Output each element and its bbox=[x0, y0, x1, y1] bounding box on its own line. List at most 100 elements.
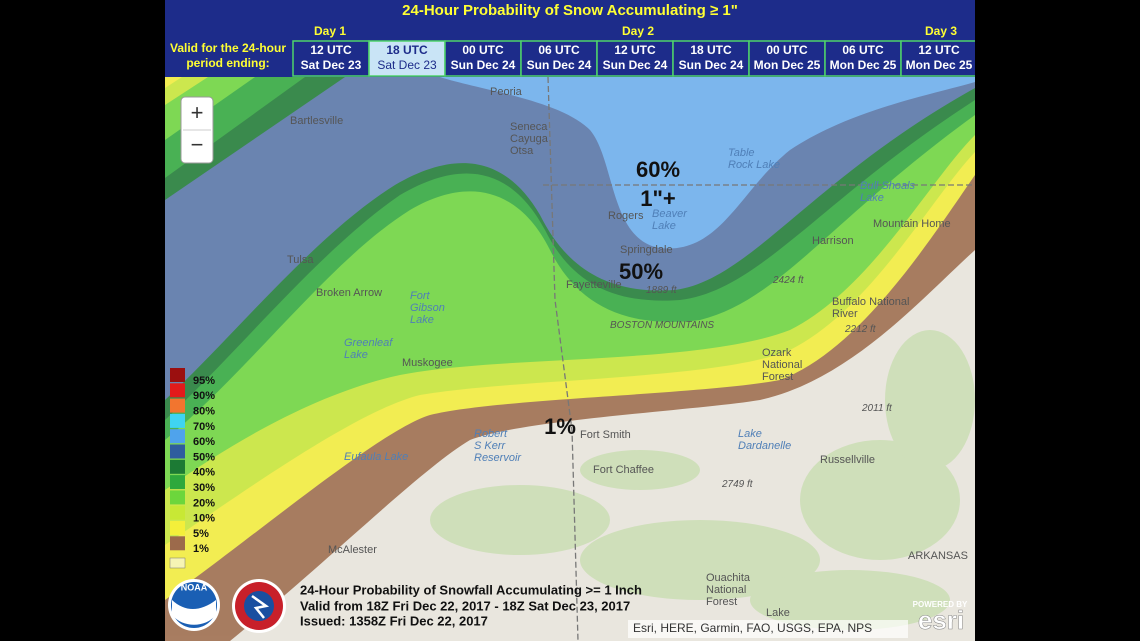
place-label: 2011 ft bbox=[861, 403, 893, 414]
place-label-line: McAlester bbox=[328, 544, 377, 556]
place-label: McAlester bbox=[328, 544, 377, 556]
state-lines bbox=[543, 77, 975, 641]
legend-swatch bbox=[170, 368, 185, 382]
legend-swatch bbox=[170, 536, 185, 551]
tab-time: 12 UTC bbox=[310, 43, 352, 57]
time-tab[interactable] bbox=[520, 40, 598, 77]
place-label: Tulsa bbox=[287, 254, 314, 266]
place-label-line: 2749 ft bbox=[721, 479, 754, 490]
place-label-line: Mountain Home bbox=[873, 218, 951, 230]
place-label-line: National bbox=[762, 359, 802, 371]
legend-swatch bbox=[170, 444, 185, 459]
legend-swatch bbox=[170, 383, 185, 398]
place-label: 2749 ft bbox=[721, 479, 754, 490]
legend-label: 5% bbox=[193, 528, 209, 540]
place-label: Table Rock Lake bbox=[728, 147, 780, 171]
place-label-line: Lake bbox=[344, 349, 368, 361]
day-label: Day 1 bbox=[314, 24, 346, 38]
tab-time: 12 UTC bbox=[614, 43, 656, 57]
place-label: BOSTON MOUNTAINS bbox=[610, 320, 714, 331]
zoom-out[interactable]: − bbox=[191, 132, 204, 157]
powered-by: POWERED BY bbox=[913, 600, 968, 609]
probability-bands bbox=[165, 77, 975, 641]
attribution: Esri, HERE, Garmin, FAO, USGS, EPA, NPS bbox=[633, 621, 872, 635]
letterbox bbox=[975, 0, 1140, 641]
legend-label: 95% bbox=[193, 375, 215, 387]
place-label: Broken Arrow bbox=[316, 287, 382, 299]
place-label-line: Rock Lake bbox=[728, 159, 780, 171]
footer-line: Valid from 18Z Fri Dec 22, 2017 - 18Z Sa… bbox=[300, 598, 630, 613]
place-label: Lake Dardanelle bbox=[738, 428, 791, 452]
place-label-line: Lake bbox=[766, 607, 790, 619]
footer-line: 24-Hour Probability of Snowfall Accumula… bbox=[300, 582, 642, 597]
place-label: 2424 ft bbox=[772, 275, 805, 286]
legend-swatch bbox=[170, 521, 185, 535]
place-label: Ozark National Forest bbox=[762, 347, 802, 383]
place-label: Buffalo National River bbox=[832, 296, 909, 320]
time-tab[interactable] bbox=[900, 40, 978, 77]
tab-date: Sun Dec 24 bbox=[527, 58, 592, 72]
place-label-line: River bbox=[832, 308, 858, 320]
place-label-line: ARKANSAS bbox=[908, 550, 968, 562]
noaa-text: NOAA bbox=[181, 582, 208, 592]
zoom-control: + − bbox=[180, 96, 214, 164]
time-tab[interactable] bbox=[672, 40, 750, 77]
time-tab[interactable] bbox=[824, 40, 902, 77]
place-label-line: Cayuga bbox=[510, 133, 549, 145]
place-label-line: 2011 ft bbox=[861, 403, 893, 414]
place-label-line: Ouachita bbox=[706, 572, 751, 584]
place-label: Rogers bbox=[608, 210, 644, 222]
legend-swatch bbox=[170, 505, 185, 520]
time-tab[interactable] bbox=[596, 40, 674, 77]
tab-date: Sun Dec 24 bbox=[679, 58, 744, 72]
place-label: Fayetteville bbox=[566, 279, 622, 291]
place-label-line: Greenleaf bbox=[344, 337, 393, 349]
place-label-line: Lake bbox=[738, 428, 762, 440]
place-label-line: Tulsa bbox=[287, 254, 314, 266]
overlay-labels: 60% 1"+ 50% 1% bbox=[544, 157, 680, 439]
place-label: Ouachita National Forest bbox=[706, 572, 751, 608]
legend-swatch bbox=[169, 557, 186, 569]
place-label-line: Robert bbox=[474, 428, 508, 440]
place-label: Mountain Home bbox=[873, 218, 951, 230]
place-label-line: Lake bbox=[410, 314, 434, 326]
place-label: Fort Chaffee bbox=[593, 464, 654, 476]
day-label: Day 3 bbox=[925, 24, 957, 38]
place-label-line: Forest bbox=[706, 596, 737, 608]
place-label-line: Seneca bbox=[510, 121, 548, 133]
tab-date: Mon Dec 25 bbox=[830, 58, 897, 72]
place-label: Fort Smith bbox=[580, 429, 631, 441]
place-label-line: 2424 ft bbox=[772, 275, 805, 286]
place-label-line: S Kerr bbox=[474, 440, 507, 452]
place-label: Peoria bbox=[490, 86, 523, 98]
place-label: Robert S Kerr Reservoir bbox=[474, 428, 522, 464]
time-tab[interactable] bbox=[292, 40, 370, 77]
place-label-line: Muskogee bbox=[402, 357, 453, 369]
time-tab[interactable] bbox=[368, 40, 446, 77]
legend-label: 80% bbox=[193, 406, 215, 418]
place-label-line: Ozark bbox=[762, 347, 792, 359]
zoom-in[interactable]: + bbox=[191, 100, 204, 125]
place-label: Bull Shoals Lake bbox=[860, 180, 916, 204]
time-tab[interactable] bbox=[444, 40, 522, 77]
place-label: Lake bbox=[766, 607, 790, 619]
tab-time: 00 UTC bbox=[766, 43, 808, 57]
header: 24-Hour Probability of Snow Accumulating… bbox=[165, 0, 978, 77]
footer: NOAA 24-Hour Probability of Snowfall Acc… bbox=[168, 579, 968, 638]
place-label-line: Buffalo National bbox=[832, 296, 909, 308]
esri-logo: esri bbox=[918, 605, 964, 635]
place-label: ARKANSAS bbox=[908, 550, 968, 562]
place-label: Seneca Cayuga Otsa bbox=[510, 121, 549, 157]
place-label: Eufaula Lake bbox=[344, 451, 408, 463]
place-label-line: Lake bbox=[860, 192, 884, 204]
tab-date: Sun Dec 24 bbox=[451, 58, 516, 72]
valid-label: Valid for the 24-hour bbox=[170, 41, 286, 55]
place-label-line: Dardanelle bbox=[738, 440, 791, 452]
place-label: Greenleaf Lake bbox=[344, 337, 393, 361]
probability-label: 50% bbox=[619, 259, 663, 284]
place-label-line: Forest bbox=[762, 371, 793, 383]
place-label-line: Bartlesville bbox=[290, 115, 343, 127]
place-label-line: Bull Shoals bbox=[860, 180, 916, 192]
